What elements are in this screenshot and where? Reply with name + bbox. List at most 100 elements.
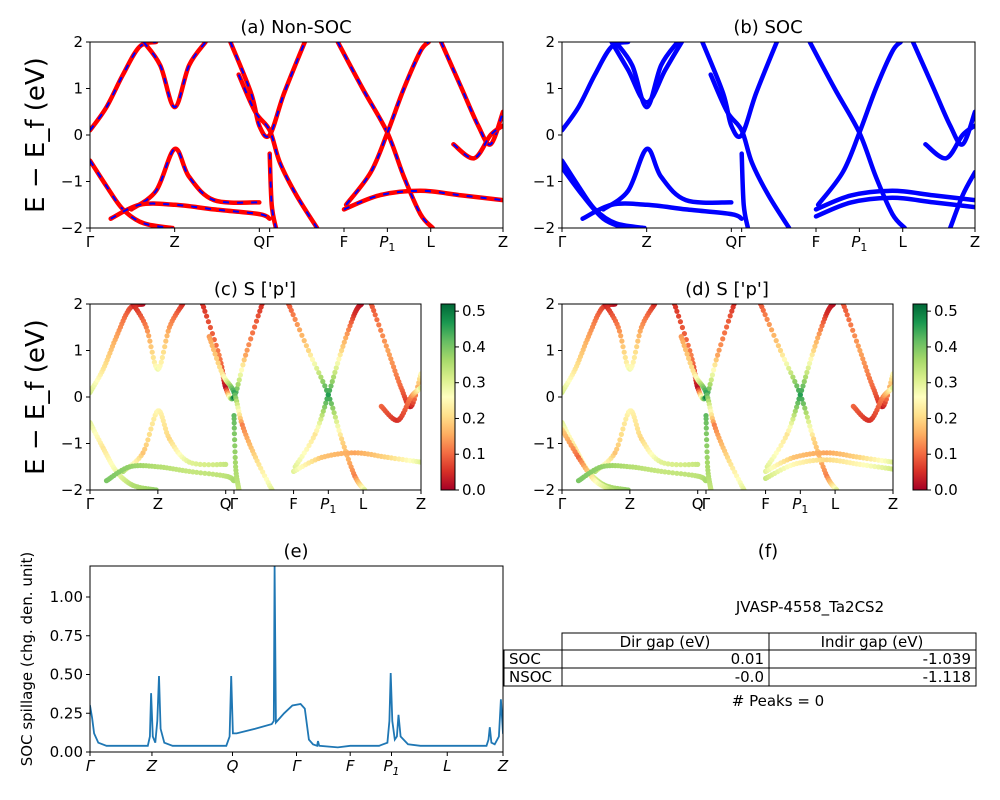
band-point-6: [674, 308, 680, 314]
band-point-7: [232, 454, 238, 461]
band-point-11: [864, 455, 870, 462]
band-point-9: [337, 352, 343, 358]
band-point-2: [144, 328, 151, 334]
band-point-7: [232, 443, 238, 449]
band-line-10: [341, 188, 503, 212]
panel-b-plot-area: [562, 42, 975, 228]
k-point-label: Γ: [737, 233, 746, 251]
k-point-label: Q: [227, 757, 239, 775]
band-point-4: [669, 461, 675, 467]
band-point-9: [341, 339, 347, 345]
band-point-6: [269, 487, 275, 490]
band-point-13: [853, 338, 860, 344]
band-point-8: [312, 361, 318, 367]
band-point-9: [813, 444, 819, 450]
band-point-8: [703, 425, 709, 431]
band-point-10: [809, 352, 815, 358]
band-point-8: [294, 321, 300, 328]
band-point-3: [630, 359, 636, 365]
band-point-6: [679, 324, 686, 331]
band-point-4: [633, 422, 640, 428]
band-point-8: [340, 440, 346, 446]
band-point-6: [720, 336, 726, 342]
k-point-label: Z: [642, 233, 652, 251]
band-point-5: [674, 470, 680, 476]
band-point-8: [305, 347, 312, 354]
band-point-10: [801, 378, 807, 385]
k-point-label: Γ: [265, 233, 274, 251]
band-point-3: [148, 426, 154, 432]
k-point-label: P1: [379, 233, 395, 254]
band-point-5: [213, 342, 219, 348]
band-point-6: [724, 324, 730, 330]
panel-a-title: (a) Non-SOC: [240, 17, 351, 38]
band-point-0: [153, 487, 159, 490]
band-point-2: [150, 354, 156, 361]
band-point-13: [852, 333, 858, 339]
band-line-dash-7: [268, 153, 277, 228]
y-tick-label: 0.25: [50, 704, 83, 722]
band-point-9: [766, 321, 772, 328]
band-point-6: [215, 360, 221, 366]
band-point-8: [301, 338, 307, 344]
k-point-label: Q: [253, 233, 265, 251]
band-point-9: [771, 332, 777, 338]
band-point-8: [704, 437, 710, 443]
k-point-label: Z: [970, 233, 980, 251]
k-point-label: L: [443, 757, 451, 775]
band-point-9: [792, 378, 798, 385]
colorbar-tick-label: 0.3: [934, 374, 958, 392]
band-point-3: [631, 354, 638, 361]
band-point-8: [341, 444, 347, 450]
band-point-9: [331, 374, 337, 380]
band-point-3: [197, 461, 203, 467]
panel-e-spillage: (e) 0.00 0.25 0.50 0.75 1.00 Γ Z Q Γ F P1 L Z SOC s…: [18, 541, 509, 778]
band-point-8: [303, 343, 309, 349]
band-line-0: [90, 566, 503, 749]
band-point-4: [682, 462, 688, 468]
band-point-3: [621, 349, 627, 355]
table-row-label: SOC: [509, 650, 541, 668]
panel-a-x-ticks: Γ Z Q Γ F P1 L Z: [86, 228, 508, 254]
k-point-label: Z: [888, 495, 898, 513]
band-point-4: [615, 442, 621, 448]
band-line-dash-9: [345, 42, 430, 206]
band-point-5: [248, 336, 254, 342]
band-point-7: [232, 459, 238, 466]
band-point-8: [335, 423, 341, 429]
band-point-5: [201, 304, 207, 310]
band-point-3: [145, 437, 151, 443]
panel-e-title: (e): [283, 541, 308, 562]
colorbar-tick-label: 0.4: [462, 338, 486, 356]
k-point-label: Γ: [702, 495, 711, 513]
band-point-10: [803, 374, 809, 380]
band-point-4: [620, 426, 626, 432]
band-point-7: [686, 355, 692, 361]
panel-e-y-ticks: 0.00 0.25 0.50 0.75 1.00: [50, 588, 90, 761]
band-point-9: [769, 327, 775, 333]
band-point-6: [715, 352, 721, 358]
band-point-10: [815, 335, 821, 341]
k-point-label: Z: [416, 495, 426, 513]
band-point-2: [160, 349, 167, 355]
band-point-4: [678, 462, 684, 468]
band-point-12: [418, 385, 421, 391]
band-point-7: [683, 347, 689, 353]
band-point-10: [816, 331, 822, 337]
band-point-10: [813, 339, 819, 345]
band-point-3: [151, 416, 157, 422]
band-point-2: [147, 338, 153, 344]
band-point-9: [790, 374, 796, 380]
table-row-label: NSOC: [509, 668, 552, 686]
y-tick-label: 2: [73, 295, 83, 313]
colorbar-tick-label: 0.4: [934, 338, 958, 356]
colorbar-tick-label: 0.1: [934, 445, 958, 463]
band-point-8: [334, 419, 340, 425]
band-point-2: [180, 304, 186, 307]
y-tick-label: 0.75: [50, 627, 83, 645]
band-line-13: [813, 195, 975, 219]
band-point-13: [846, 317, 852, 323]
band-point-8: [297, 327, 303, 333]
band-point-3: [620, 344, 626, 350]
band-point-3: [210, 462, 216, 468]
